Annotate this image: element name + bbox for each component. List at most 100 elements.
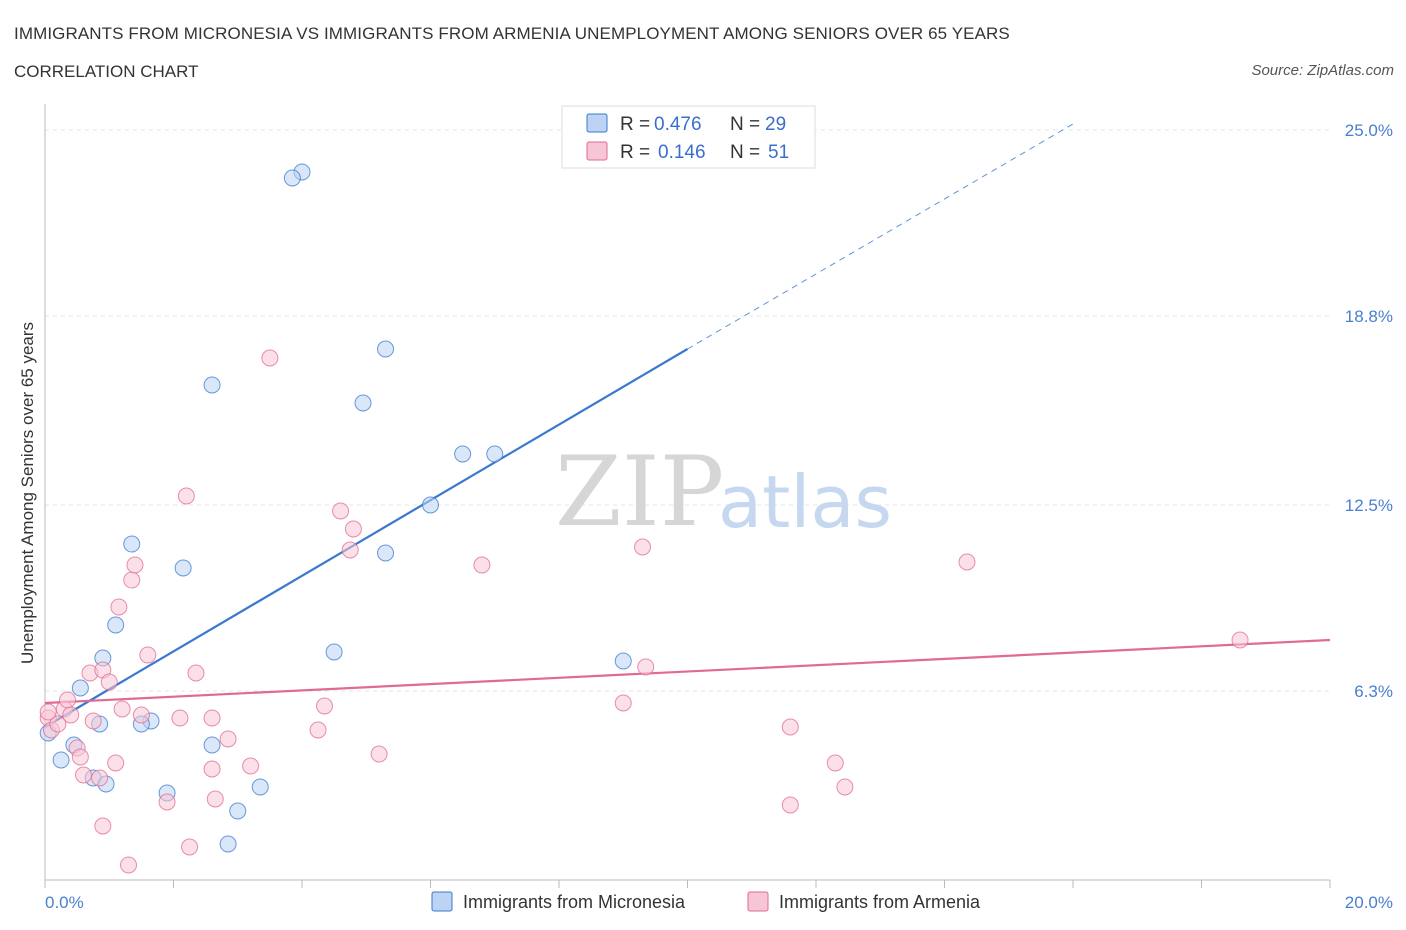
point-micronesia-22	[377, 544, 395, 562]
point-armenia-22	[139, 646, 157, 664]
point-armenia-19	[123, 571, 141, 589]
point-armenia-50	[39, 703, 57, 721]
data-points	[39, 163, 1249, 874]
point-armenia-42	[634, 538, 652, 556]
point-armenia-16	[110, 598, 128, 616]
point-micronesia-15	[219, 835, 237, 853]
legend-r-value-1: 0.476	[654, 114, 702, 135]
point-armenia-2	[49, 715, 67, 733]
point-micronesia-21	[377, 340, 395, 358]
point-armenia-38	[344, 520, 362, 538]
point-armenia-33	[261, 349, 279, 367]
y-tick-label-1: 12.5%	[1345, 496, 1393, 515]
bottom-legend-swatch-micronesia	[431, 891, 453, 912]
point-armenia-31	[219, 730, 237, 748]
point-armenia-21	[132, 706, 150, 724]
correlation-legend: R = 0.476 N = 29 R = 0.146 N = 51	[561, 105, 816, 169]
point-armenia-25	[177, 487, 195, 505]
point-armenia-37	[341, 541, 359, 559]
watermark: ZIP atlas	[555, 436, 892, 548]
point-armenia-5	[62, 706, 80, 724]
point-armenia-27	[187, 664, 205, 682]
point-micronesia-14	[203, 736, 221, 754]
legend-n-value-2: 51	[768, 142, 789, 163]
y-tick-label-3: 25.0%	[1345, 121, 1393, 140]
x-tick-labels: 0.0% 20.0%	[45, 893, 1393, 912]
y-tick-label-2: 18.8%	[1345, 307, 1393, 326]
point-micronesia-7	[123, 535, 141, 553]
point-armenia-46	[826, 754, 844, 772]
legend-r-value-2: 0.146	[658, 142, 706, 163]
point-armenia-4	[58, 691, 76, 709]
point-micronesia-25	[486, 445, 504, 463]
point-micronesia-18	[283, 169, 301, 187]
series-legend: Immigrants from Micronesia Immigrants fr…	[431, 891, 981, 912]
watermark-atlas: atlas	[718, 460, 892, 544]
point-armenia-15	[107, 754, 125, 772]
point-armenia-26	[181, 838, 199, 856]
trend-extension-micronesia	[687, 123, 1074, 350]
trend-line-micronesia	[44, 348, 689, 728]
point-armenia-14	[100, 673, 118, 691]
point-armenia-28	[203, 760, 221, 778]
point-armenia-34	[309, 721, 327, 739]
x-tick-label-0: 0.0%	[45, 893, 84, 912]
point-micronesia-27	[229, 802, 247, 820]
legend-n-label-1: N =	[730, 114, 760, 135]
bottom-legend-micronesia: Immigrants from Micronesia	[463, 892, 686, 912]
point-armenia-40	[473, 556, 491, 574]
point-micronesia-26	[614, 652, 632, 670]
legend-swatch-micronesia	[586, 113, 608, 133]
x-tick-label-1: 20.0%	[1345, 893, 1393, 912]
legend-n-value-1: 29	[765, 114, 786, 135]
axes	[44, 104, 1331, 888]
point-armenia-45	[781, 718, 799, 736]
watermark-zip: ZIP	[555, 436, 724, 548]
point-armenia-32	[242, 757, 260, 775]
legend-r-label-2: R =	[620, 142, 650, 163]
chart-title: IMMIGRANTS FROM MICRONESIA VS IMMIGRANTS…	[14, 24, 1010, 43]
bottom-legend-swatch-armenia	[747, 891, 769, 912]
point-armenia-24	[171, 709, 189, 727]
trend-lines	[44, 123, 1331, 728]
point-armenia-41	[614, 694, 632, 712]
point-armenia-49	[1231, 631, 1249, 649]
point-armenia-8	[75, 766, 93, 784]
point-armenia-17	[113, 700, 131, 718]
y-tick-label-0: 6.3%	[1354, 682, 1393, 701]
point-armenia-10	[84, 712, 102, 730]
y-tick-labels: 6.3% 12.5% 18.8% 25.0%	[1345, 121, 1393, 701]
point-micronesia-1	[52, 751, 70, 769]
bottom-legend-armenia: Immigrants from Armenia	[779, 892, 981, 912]
point-micronesia-3	[71, 679, 89, 697]
point-armenia-39	[370, 745, 388, 763]
point-armenia-43	[637, 658, 655, 676]
legend-swatch-armenia	[586, 141, 608, 161]
point-armenia-36	[332, 502, 350, 520]
point-armenia-44	[781, 796, 799, 814]
y-axis-label: Unemployment Among Seniors over 65 years	[18, 322, 37, 664]
point-armenia-48	[958, 553, 976, 571]
point-armenia-18	[120, 856, 138, 874]
point-micronesia-24	[454, 445, 472, 463]
legend-r-label-1: R =	[620, 114, 650, 135]
point-armenia-35	[315, 697, 333, 715]
point-micronesia-8	[107, 616, 125, 634]
point-armenia-29	[203, 709, 221, 727]
point-armenia-11	[91, 769, 109, 787]
point-armenia-13	[94, 817, 112, 835]
source-label: Source: ZipAtlas.com	[1251, 62, 1394, 79]
legend-n-label-2: N =	[730, 142, 760, 163]
grid-lines	[45, 129, 1330, 692]
chart-subtitle: CORRELATION CHART	[14, 62, 199, 81]
point-micronesia-23	[422, 496, 439, 514]
point-micronesia-11	[174, 559, 192, 577]
point-micronesia-13	[203, 376, 221, 394]
point-armenia-30	[206, 790, 224, 808]
point-micronesia-19	[325, 643, 343, 661]
point-micronesia-16	[251, 778, 269, 796]
point-micronesia-20	[354, 394, 372, 412]
point-armenia-47	[836, 778, 854, 796]
trend-line-armenia	[44, 638, 1331, 705]
